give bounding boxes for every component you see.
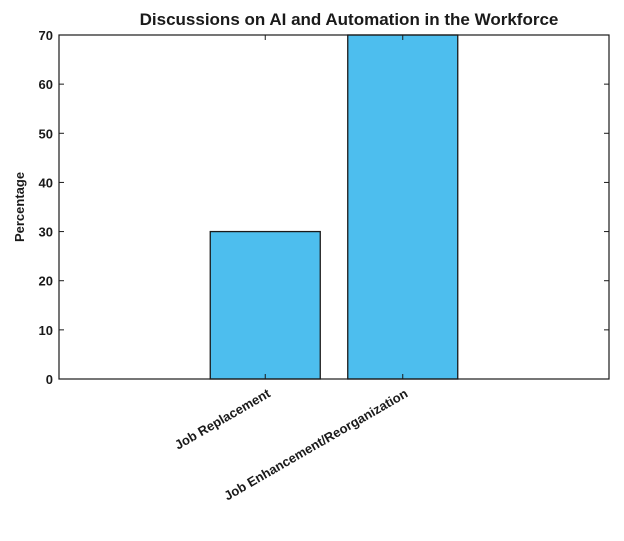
y-tick-label-5: 50: [39, 126, 53, 141]
y-ticks-group: 0 10 20 30 40 50 60 70: [39, 28, 609, 387]
y-tick-label-6: 60: [39, 77, 53, 92]
y-tick-label-2: 20: [39, 274, 53, 289]
x-tick-label-0: Job Replacement: [172, 385, 273, 452]
y-tick-label-1: 10: [39, 323, 53, 338]
y-axis-label: Percentage: [12, 172, 27, 242]
bar-1: [347, 34, 459, 380]
y-tick-label-3: 30: [39, 225, 53, 240]
y-tick-label-0: 0: [46, 372, 53, 387]
plot-frame: [58, 34, 610, 380]
chart-title: Discussions on AI and Automation in the …: [140, 10, 559, 29]
bar-0: [209, 230, 321, 380]
bars-group: [209, 34, 459, 380]
y-tick-label-4: 40: [39, 175, 53, 190]
y-tick-label-7: 70: [39, 28, 53, 43]
